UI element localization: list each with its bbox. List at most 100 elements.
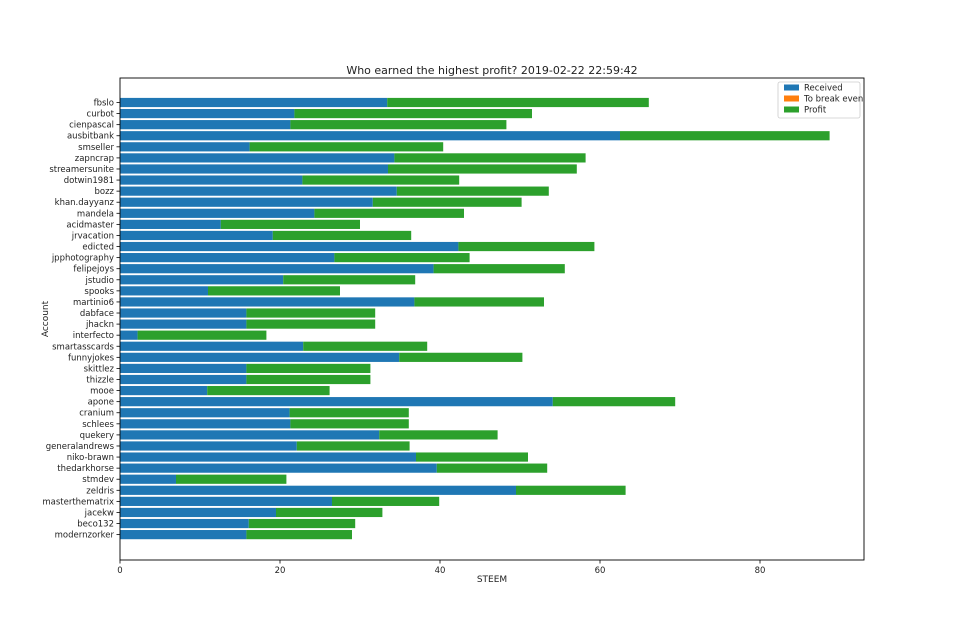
bar-received-jhackn <box>120 319 247 329</box>
bar-received-masterthematrix <box>120 496 332 506</box>
bar-profit-funnyjokes <box>399 352 523 362</box>
y-tick-label: mooe <box>90 387 114 397</box>
bar-profit-beco132 <box>248 518 356 529</box>
bar-profit-fbslo <box>387 97 649 108</box>
x-tick-label: 40 <box>435 566 446 576</box>
bar-profit-jacekw <box>276 507 383 518</box>
y-tick-label: streamersunite <box>49 165 114 175</box>
y-tick-label: zapncrap <box>75 154 114 164</box>
bar-profit-apone <box>552 397 676 407</box>
y-tick-label: jacekw <box>84 508 114 518</box>
bar-received-mandela <box>120 208 315 218</box>
y-tick-label: fbslo <box>94 99 114 109</box>
bar-received-thizzle <box>120 374 247 385</box>
y-tick-label: stmdev <box>82 475 114 485</box>
legend-swatch-profit <box>784 106 799 113</box>
bar-profit-schlees <box>290 419 409 429</box>
bar-profit-streamersunite <box>388 164 577 174</box>
bar-received-bozz <box>120 186 397 196</box>
bar-received-khan.dayyanz <box>120 197 373 207</box>
bar-received-smseller <box>120 142 250 152</box>
legend-label: Profit <box>804 106 827 116</box>
y-tick-label: smartasscards <box>52 342 114 352</box>
bar-profit-felipejoys <box>433 264 565 274</box>
y-tick-label: smseller <box>78 143 114 153</box>
y-tick-label: curbot <box>87 110 115 120</box>
y-tick-label: martinio6 <box>73 298 114 308</box>
bar-received-cranium <box>120 408 290 418</box>
y-tick-label: spooks <box>84 287 114 297</box>
bar-received-dabface <box>120 308 247 318</box>
x-tick-label: 0 <box>117 566 122 576</box>
bar-received-spooks <box>120 286 208 296</box>
bar-profit-cranium <box>289 408 409 418</box>
bar-received-streamersunite <box>120 164 388 174</box>
bar-profit-thizzle <box>246 374 371 385</box>
bar-received-dotwin1981 <box>120 175 303 185</box>
bar-profit-quekery <box>379 430 498 440</box>
bar-received-niko-brawn <box>120 452 416 462</box>
bar-received-beco132 <box>120 518 249 529</box>
y-tick-label: cranium <box>79 409 114 419</box>
bar-received-generalandrews <box>120 441 297 451</box>
y-tick-label: ausbitbank <box>67 132 114 142</box>
y-tick-label: zeldris <box>86 486 114 496</box>
bar-received-smartasscards <box>120 341 304 351</box>
y-tick-label: generalandrews <box>46 442 115 452</box>
bar-profit-mandela <box>314 208 464 218</box>
bar-profit-mooe <box>207 385 330 396</box>
bar-received-zapncrap <box>120 153 395 163</box>
bar-profit-dabface <box>246 308 376 318</box>
y-tick-label: apone <box>88 398 114 408</box>
bars-layer <box>120 97 830 540</box>
bar-received-jstudio <box>120 275 284 285</box>
y-tick-label: niko-brawn <box>67 453 114 463</box>
y-tick-label: thizzle <box>86 376 114 386</box>
bar-profit-dotwin1981 <box>302 175 460 185</box>
y-tick-label: khan.dayyanz <box>55 198 115 208</box>
bar-profit-modernzorker <box>246 530 352 540</box>
bar-received-thedarkhorse <box>120 463 437 473</box>
y-tick-label: modernzorker <box>55 531 115 541</box>
bar-received-zeldris <box>120 485 516 495</box>
legend-swatch-to-break-even <box>784 95 799 102</box>
bar-received-edicted <box>120 241 459 252</box>
bar-profit-curbot <box>294 108 532 119</box>
y-tick-label: jhackn <box>85 320 114 330</box>
y-tick-label: acidmaster <box>66 220 114 230</box>
bar-profit-jstudio <box>283 275 416 285</box>
y-tick-label: funnyjokes <box>68 353 115 363</box>
bar-profit-generalandrews <box>296 441 410 451</box>
bar-received-funnyjokes <box>120 352 400 362</box>
bar-received-curbot <box>120 108 295 119</box>
bar-received-quekery <box>120 430 380 440</box>
bar-received-martinio6 <box>120 297 415 307</box>
bar-profit-smseller <box>249 142 444 152</box>
bar-profit-jpphotography <box>334 253 470 263</box>
y-axis-label: Account <box>41 300 51 337</box>
y-tick-label: mandela <box>77 209 114 219</box>
x-axis-label: STEEM <box>477 575 507 585</box>
y-tick-label: beco132 <box>77 520 114 530</box>
bar-profit-interfecto <box>137 330 267 340</box>
bar-profit-jrvacation <box>272 230 412 241</box>
y-tick-label: jrvacation <box>71 231 114 241</box>
x-tick-label: 60 <box>595 566 606 576</box>
x-tick-label: 80 <box>755 566 766 576</box>
bar-received-ausbitbank <box>120 131 620 141</box>
x-axis-ticks: 0 20 40 60 80 <box>117 560 765 576</box>
plot-frame <box>119 77 865 561</box>
bar-received-stmdev <box>120 474 176 484</box>
bar-profit-edicted <box>458 241 595 252</box>
y-tick-label: thedarkhorse <box>57 464 114 474</box>
bar-profit-skittlez <box>246 363 371 374</box>
bar-received-jpphotography <box>120 253 335 263</box>
legend-swatch-received <box>784 84 799 91</box>
bar-profit-spooks <box>208 286 340 296</box>
y-tick-label: edicted <box>82 243 114 253</box>
bar-received-fbslo <box>120 97 388 108</box>
y-tick-label: schlees <box>82 420 114 430</box>
bar-received-acidmaster <box>120 219 221 229</box>
